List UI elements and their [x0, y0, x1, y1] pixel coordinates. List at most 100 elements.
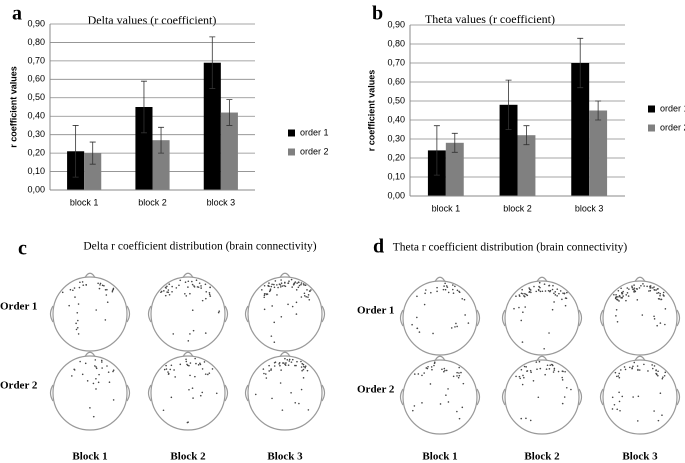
electrode-dot — [201, 391, 204, 394]
electrode-dot — [561, 402, 564, 405]
y-tick-label: 0,30 — [27, 129, 45, 139]
electrode-dot — [463, 298, 466, 301]
electrode-dot — [661, 414, 663, 416]
panel-title: Theta r coefficient distribution (brain … — [393, 242, 628, 254]
electrode-dot — [268, 364, 270, 367]
electrode-dot — [75, 328, 78, 331]
electrode-dot — [626, 287, 629, 289]
y-tick-label: 0,60 — [387, 76, 405, 86]
electrode-dot — [426, 367, 429, 370]
electrode-dot — [271, 283, 273, 286]
head-ear — [501, 388, 583, 406]
electrode-dot — [167, 289, 170, 291]
electrode-dot — [263, 296, 266, 299]
electrode-dot — [112, 369, 115, 372]
electrode-dot — [273, 341, 276, 344]
electrode-dot — [617, 375, 620, 377]
electrode-dot — [458, 366, 460, 369]
electrode-dot — [518, 306, 520, 309]
electrode-dot — [209, 295, 212, 297]
head-outline — [247, 276, 323, 352]
electrode-dot — [423, 372, 425, 374]
electrode-dot — [632, 396, 634, 398]
panel-letter: b — [372, 3, 383, 25]
electrode-dot — [168, 283, 171, 285]
error-bar — [89, 141, 96, 165]
electrode-dot — [443, 370, 445, 373]
column-label: Block 2 — [524, 451, 560, 463]
error-bar — [226, 99, 233, 126]
electrode-dot — [625, 294, 628, 296]
electrode-dot — [657, 419, 660, 422]
electrode-dot — [662, 376, 664, 378]
electrode-dot — [551, 308, 554, 311]
electrode-dot — [535, 290, 538, 293]
electrode-dot — [523, 295, 525, 297]
electrode-dot — [270, 285, 273, 288]
legend-swatch — [648, 124, 655, 132]
electrode-dot — [264, 373, 267, 375]
electrode-dot — [284, 364, 287, 366]
electrode-dot — [659, 294, 661, 297]
electrode-dot — [424, 292, 426, 295]
electrode-dot — [198, 282, 201, 284]
electrode-dot — [456, 325, 458, 328]
electrode-dot — [281, 409, 284, 411]
electrode-dot — [295, 301, 298, 304]
electrode-dot — [298, 284, 301, 287]
electrode-dot — [445, 285, 448, 287]
electrode-dot — [76, 312, 79, 314]
electrode-dot — [441, 368, 443, 371]
x-tick-label: block 2 — [138, 197, 167, 207]
y-tick-label: 0,10 — [27, 166, 45, 176]
electrode-dot — [94, 365, 96, 367]
electrode-dot — [566, 291, 568, 294]
electrode-dot — [454, 285, 456, 288]
electrode-dot — [77, 333, 80, 335]
electrode-dot — [456, 410, 458, 413]
electrode-dot — [657, 374, 659, 377]
electrode-dot — [188, 388, 190, 391]
electrode-dot — [530, 291, 532, 294]
electrode-dot — [98, 373, 100, 376]
electrode-dot — [423, 303, 426, 306]
y-tick-label: 0,20 — [27, 147, 45, 157]
electrode-dot — [280, 279, 282, 281]
electrode-dot — [447, 401, 450, 403]
electrode-dot — [300, 366, 303, 368]
electrode-dot — [533, 285, 535, 288]
electrode-dot — [79, 281, 81, 284]
electrode-dot — [430, 291, 432, 294]
electrode-dot — [164, 286, 167, 289]
electrode-dot — [622, 290, 624, 293]
electrode-dot — [565, 386, 568, 389]
electrode-dot — [655, 369, 657, 371]
electrode-dot — [539, 286, 541, 289]
electrode-dot — [611, 396, 614, 399]
electrode-dot — [194, 375, 196, 378]
electrode-dot — [201, 299, 204, 302]
electrode-dot — [280, 315, 283, 318]
electrode-dot — [416, 327, 419, 330]
error-bar — [140, 80, 147, 134]
electrode-dot — [92, 415, 95, 418]
electrode-dot — [291, 286, 293, 288]
electrode-dot — [519, 377, 522, 380]
column-label: Block 2 — [170, 451, 206, 463]
electrode-dot — [288, 360, 291, 362]
electrode-dot — [638, 287, 641, 289]
head-outline — [150, 355, 226, 431]
electrode-dot — [61, 291, 64, 294]
electrode-dot — [263, 294, 266, 297]
electrode-dot — [538, 360, 541, 363]
electrode-dot — [518, 295, 521, 297]
electrode-dot — [649, 287, 651, 289]
electrode-dot — [556, 288, 559, 290]
electrode-dot — [186, 421, 189, 424]
electrode-dot — [436, 290, 438, 293]
electrode-dot — [452, 284, 454, 286]
x-tick-label: block 2 — [503, 203, 532, 213]
electrode-dot — [95, 377, 97, 380]
head-outline — [504, 280, 580, 356]
